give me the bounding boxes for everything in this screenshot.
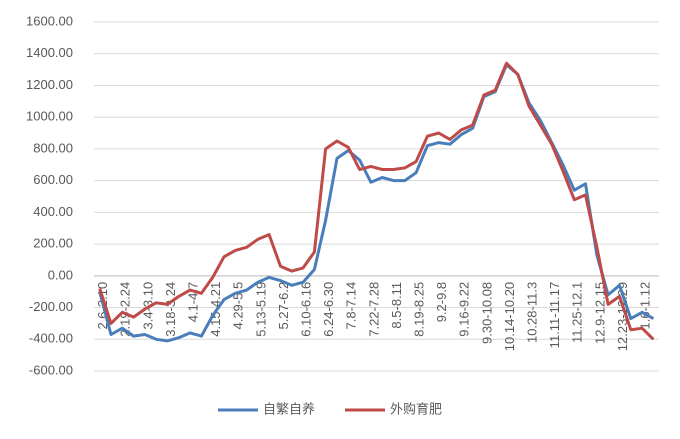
x-tick-label: 8.19-8.25: [411, 282, 426, 337]
y-tick-label: 0.00: [48, 267, 73, 282]
y-tick-label: 1200.00: [26, 77, 73, 92]
legend-label: 外购育肥: [390, 401, 442, 416]
x-tick-label: 9.30-10.08: [479, 282, 494, 344]
legend-label: 自繁自养: [263, 401, 315, 416]
y-tick-label: -600.00: [29, 362, 73, 377]
x-tick-label: 10.28-11.3: [524, 282, 539, 343]
x-tick-label: 12.23-12.29: [615, 282, 630, 351]
y-tick-label: -200.00: [29, 299, 73, 314]
y-tick-label: 1400.00: [26, 45, 73, 60]
x-tick-label: 4.1-4.7: [185, 282, 200, 322]
y-tick-label: 200.00: [33, 236, 73, 251]
y-tick-label: 1000.00: [26, 109, 73, 124]
series-line: [98, 61, 655, 341]
x-tick-label: 4.29-5.5: [231, 282, 246, 330]
y-tick-label: 1600.00: [26, 13, 73, 28]
x-tick-label: 3.4-3.10: [140, 282, 155, 330]
x-tick-label: 11.11-11.17: [547, 282, 562, 349]
x-tick-label: 3.18-3.24: [163, 282, 178, 337]
x-tick-label: 7.22-7.28: [366, 282, 381, 337]
x-tick-label: 5.27-6.2: [276, 282, 291, 330]
x-tick-label: 12.9-12.15: [592, 282, 607, 344]
y-tick-label: -400.00: [29, 331, 73, 346]
x-tick-label: 7.8-7.14: [344, 282, 359, 330]
x-tick-label: 9.2-9.8: [434, 282, 449, 322]
x-tick-label: 8.5-8.11: [389, 282, 404, 329]
x-tick-label: 5.13-5.19: [253, 282, 268, 337]
x-tick-label: 11.25-12.1: [570, 282, 585, 343]
y-tick-label: 600.00: [33, 172, 73, 187]
x-tick-label: 10.14-10.20: [502, 282, 517, 351]
y-tick-label: 800.00: [33, 140, 73, 155]
x-tick-label: 6.10-6.16: [298, 282, 313, 337]
x-tick-label: 9.16-9.22: [457, 282, 472, 337]
x-tick-label: 6.24-6.30: [321, 282, 336, 337]
x-tick-label: 2.19-2.24: [118, 282, 133, 337]
series-line: [98, 63, 655, 343]
y-tick-label: 400.00: [33, 204, 73, 219]
x-tick-label: 1.6-1.12: [637, 282, 652, 330]
